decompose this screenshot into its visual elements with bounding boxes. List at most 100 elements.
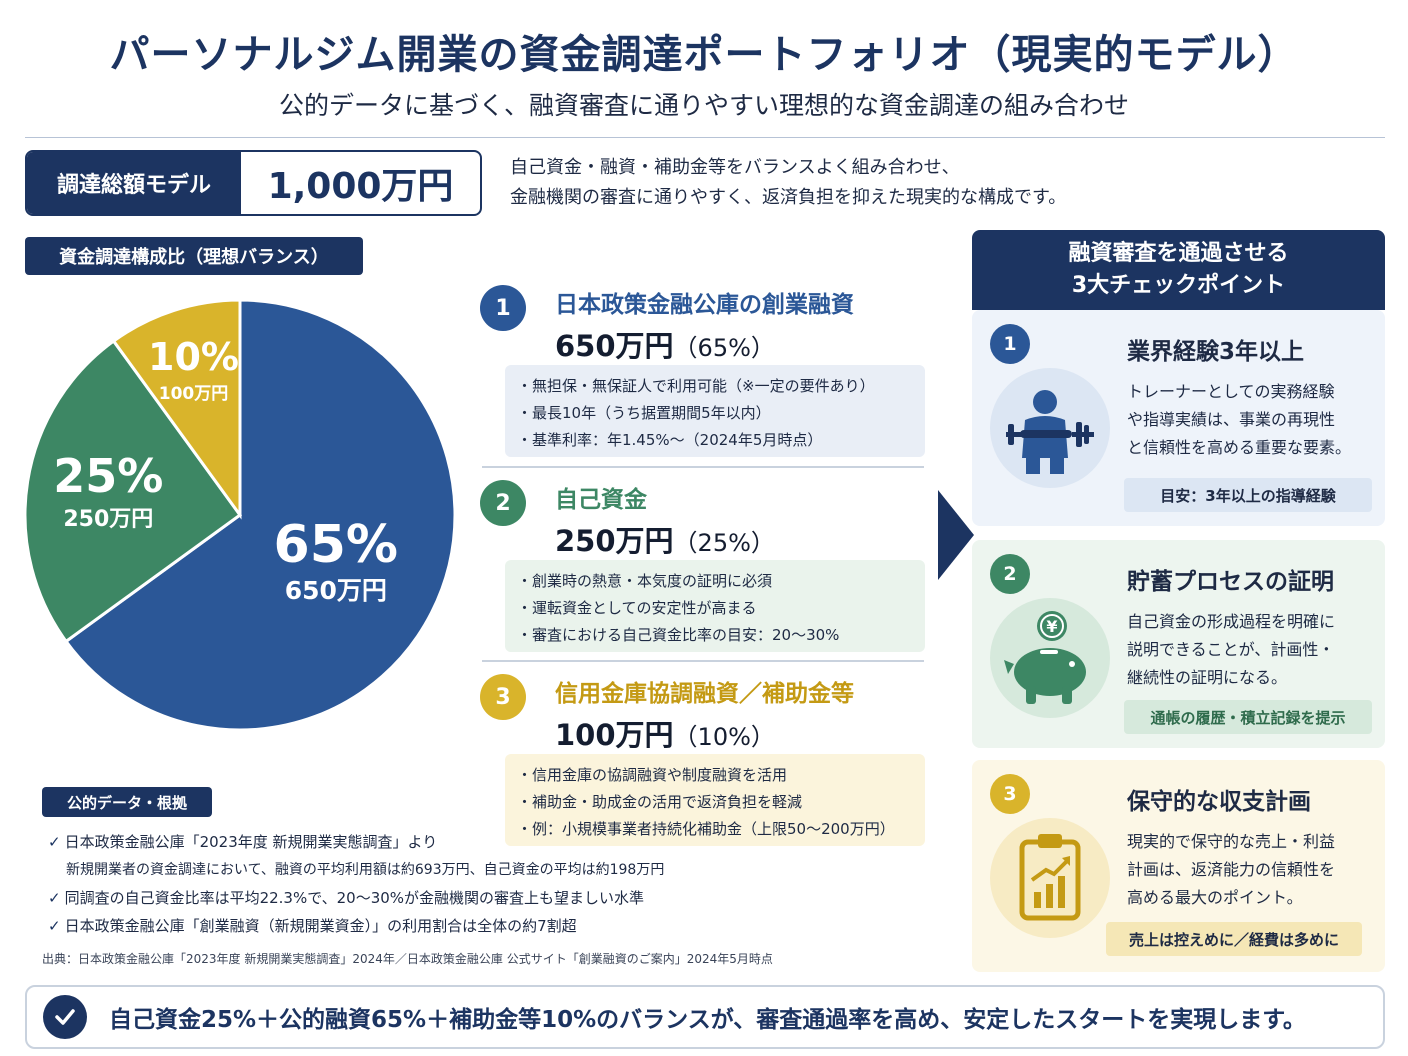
desc-line: 現実的で保守的な売上・利益 xyxy=(1127,832,1336,851)
source-number-badge: 1 xyxy=(480,285,526,331)
total-value: 1,000万円 xyxy=(267,166,454,207)
source-amount: 650万円（65%） xyxy=(555,323,775,365)
intro-text: 自己資金・融資・補助金等をバランスよく組み合わせ、 金融機関の審査に通りやすく、… xyxy=(510,153,1200,213)
checkpoint-title: 保守的な収支計画 xyxy=(1127,789,1311,815)
total-amount-box: 調達総額モデル 1,000万円 xyxy=(25,150,482,216)
source-amount-pct: （65%） xyxy=(673,334,775,362)
chart-tag: 資金調達構成比（理想バランス） xyxy=(25,237,363,275)
desc-line: 自己資金の形成過程を明確に xyxy=(1127,612,1336,631)
source-bullet: ・最長10年（うち据置期間5年以内） xyxy=(517,404,771,422)
desc-line: 高める最大のポイント。 xyxy=(1127,888,1303,907)
source-divider xyxy=(482,466,924,468)
clipboard-chart-icon xyxy=(990,818,1110,938)
evidence-item: ✓ 日本政策金融公庫「創業融資（新規開業資金）」の利用割合は全体の約7割超 xyxy=(48,912,948,940)
checkpoint-tip: 売上は控えめに／経費は多めに xyxy=(1106,922,1362,956)
source-bullet: ・審査における自己資金比率の目安：20〜30% xyxy=(517,626,840,644)
svg-text:¥: ¥ xyxy=(1046,617,1057,636)
source-bullet: ・基準利率：年1.45%〜（2024年5月時点） xyxy=(517,431,823,449)
desc-line: や指導実績は、事業の再現性 xyxy=(1127,410,1336,429)
source-name: 自己資金 xyxy=(555,487,647,513)
trainer-icon xyxy=(990,368,1110,488)
summary-banner: 自己資金25%＋公的融資65%＋補助金等10%のバランスが、審査通過率を高め、安… xyxy=(25,985,1385,1049)
evidence-text: 日本政策金融公庫「2023年度 新規開業実態調査」より xyxy=(64,833,438,851)
source-bullet: ・例：小規模事業者持続化補助金（上限50〜200万円） xyxy=(517,820,895,838)
source-bullet: ・信用金庫の協調融資や制度融資を活用 xyxy=(517,766,788,784)
source-amount-value: 650万円 xyxy=(555,329,674,363)
funding-source-1: 1 日本政策金融公庫の創業融資 650万円（65%） ・無担保・無保証人で利用可… xyxy=(480,285,926,465)
source-name: 信用金庫協調融資／補助金等 xyxy=(555,681,854,707)
checkpoints-header-line: 融資審査を通過させる xyxy=(1068,241,1289,266)
source-details: ・創業時の熱意・本気度の証明に必須 ・運転資金としての安定性が高まる ・審査にお… xyxy=(505,560,925,652)
checkpoint-description: トレーナーとしての実務経験 や指導実績は、事業の再現性 と信頼性を高める重要な要… xyxy=(1127,378,1351,462)
desc-line: と信頼性を高める重要な要素。 xyxy=(1127,438,1352,457)
evidence-text: 日本政策金融公庫「創業融資（新規開業資金）」の利用割合は全体の約7割超 xyxy=(64,917,577,935)
checkpoint-card-2: 2 ¥ 貯蓄プロセスの証明 自己資金の形成過程を明確に 説明できることが、計画性… xyxy=(972,540,1385,748)
source-bullet: ・運転資金としての安定性が高まる xyxy=(517,599,757,617)
desc-line: 説明できることが、計画性・ xyxy=(1127,640,1335,659)
summary-text: 自己資金25%＋公的融資65%＋補助金等10%のバランスが、審査通過率を高め、安… xyxy=(109,1007,1306,1033)
source-number-badge: 3 xyxy=(480,674,526,720)
check-icon: ✓ xyxy=(48,889,61,907)
pie-chart: 65%650万円 25% 250万円 10% 100万円 xyxy=(23,298,457,732)
source-amount: 100万円（10%） xyxy=(555,712,775,754)
source-amount-pct: （25%） xyxy=(673,529,775,557)
checkpoint-description: 自己資金の形成過程を明確に 説明できることが、計画性・ 継続性の証明になる。 xyxy=(1127,608,1335,692)
source-number-badge: 2 xyxy=(480,480,526,526)
pie-slice xyxy=(23,338,243,644)
pie-slice-percent-label: 10% xyxy=(148,335,239,379)
pie-slice-percent-label: 25% xyxy=(53,449,163,503)
checkpoint-title: 業界経験3年以上 xyxy=(1127,339,1305,365)
desc-line: 計画は、返済能力の信頼性を xyxy=(1127,860,1336,879)
source-bullet: ・創業時の熱意・本気度の証明に必須 xyxy=(517,572,773,590)
pie-slice-amount-label: 250万円 xyxy=(63,507,153,532)
checkpoint-number-badge: 2 xyxy=(990,554,1030,594)
source-bullet: ・補助金・助成金の活用で返済負担を軽減 xyxy=(517,793,803,811)
pie-slice xyxy=(111,298,242,520)
desc-line: トレーナーとしての実務経験 xyxy=(1127,382,1335,401)
funding-source-3: 3 信用金庫協調融資／補助金等 100万円（10%） ・信用金庫の協調融資や制度… xyxy=(480,674,926,854)
checkpoint-tip: 通帳の履歴・積立記録を提示 xyxy=(1124,700,1372,734)
pie-slice-percent-label: 65% xyxy=(274,515,398,575)
pie-slice xyxy=(63,298,457,732)
intro-line: 金融機関の審査に通りやすく、返済負担を抑えた現実的な構成です。 xyxy=(510,187,1067,208)
check-circle-icon xyxy=(43,995,87,1039)
evidence-list: ✓ 日本政策金融公庫「2023年度 新規開業実態調査」より 新規開業者の資金調達に… xyxy=(48,828,948,940)
desc-line: 継続性の証明になる。 xyxy=(1127,668,1288,687)
source-amount-value: 250万円 xyxy=(555,524,674,558)
source-details: ・無担保・無保証人で利用可能（※一定の要件あり） ・最長10年（うち据置期間5年… xyxy=(505,365,925,457)
source-name: 日本政策金融公庫の創業融資 xyxy=(555,292,854,318)
checkpoint-number-badge: 3 xyxy=(990,774,1030,814)
arrow-right-icon xyxy=(938,490,974,580)
source-details: ・信用金庫の協調融資や制度融資を活用 ・補助金・助成金の活用で返済負担を軽減 ・… xyxy=(505,754,925,846)
evidence-subtext: 新規開業者の資金調達において、融資の平均利用額は約693万円、自己資金の平均は約… xyxy=(66,862,665,878)
funding-source-2: 2 自己資金 250万円（25%） ・創業時の熱意・本気度の証明に必須 ・運転資… xyxy=(480,480,926,660)
source-bullet: ・無担保・無保証人で利用可能（※一定の要件あり） xyxy=(517,377,875,395)
pie-slice-amount-label: 100万円 xyxy=(159,384,229,404)
evidence-item: ✓ 日本政策金融公庫「2023年度 新規開業実態調査」より xyxy=(48,828,948,856)
checkpoints-header-line: 3大チェックポイント xyxy=(1071,273,1286,298)
checkpoint-description: 現実的で保守的な売上・利益 計画は、返済能力の信頼性を 高める最大のポイント。 xyxy=(1127,828,1335,912)
page-subtitle: 公的データに基づく、融資審査に通りやすい理想的な資金調達の組み合わせ xyxy=(278,91,1129,120)
pie-slice-amount-label: 650万円 xyxy=(285,576,387,605)
divider xyxy=(25,137,1385,138)
piggy-bank-icon: ¥ xyxy=(990,598,1110,718)
checkpoint-tip: 目安：3年以上の指導経験 xyxy=(1124,478,1372,512)
checkpoints-header: 融資審査を通過させる 3大チェックポイント xyxy=(972,230,1385,310)
source-amount-pct: （10%） xyxy=(673,723,775,751)
citation: 出典：日本政策金融公庫「2023年度 新規開業実態調査」2024年／日本政策金融… xyxy=(42,952,773,966)
check-icon: ✓ xyxy=(48,917,61,935)
evidence-text: 同調査の自己資金比率は平均22.3%で、20〜30%が金融機関の審査上も望ましい… xyxy=(64,889,645,907)
total-label: 調達総額モデル xyxy=(27,152,241,214)
checkpoint-title: 貯蓄プロセスの証明 xyxy=(1127,569,1334,595)
evidence-tag: 公的データ・根拠 xyxy=(42,787,212,817)
evidence-item: ✓ 同調査の自己資金比率は平均22.3%で、20〜30%が金融機関の審査上も望まし… xyxy=(48,884,948,912)
source-amount-value: 100万円 xyxy=(555,718,674,752)
page-title: パーソナルジム開業の資金調達ポートフォリオ（現実的モデル） xyxy=(109,32,1299,78)
source-divider xyxy=(482,660,924,662)
checkpoint-card-3: 3 保守的な収支計画 現実的で保守的な売上・利益 計画は、返済能力の信頼性を 高… xyxy=(972,760,1385,972)
checkpoint-number-badge: 1 xyxy=(990,324,1030,364)
check-icon: ✓ xyxy=(48,833,61,851)
checkpoint-card-1: 1 業界経験3年以上 トレーナーとしての実務経験 や指導実績は、事業の再現性 と… xyxy=(972,310,1385,526)
intro-line: 自己資金・融資・補助金等をバランスよく組み合わせ、 xyxy=(510,157,960,178)
source-amount: 250万円（25%） xyxy=(555,518,775,560)
